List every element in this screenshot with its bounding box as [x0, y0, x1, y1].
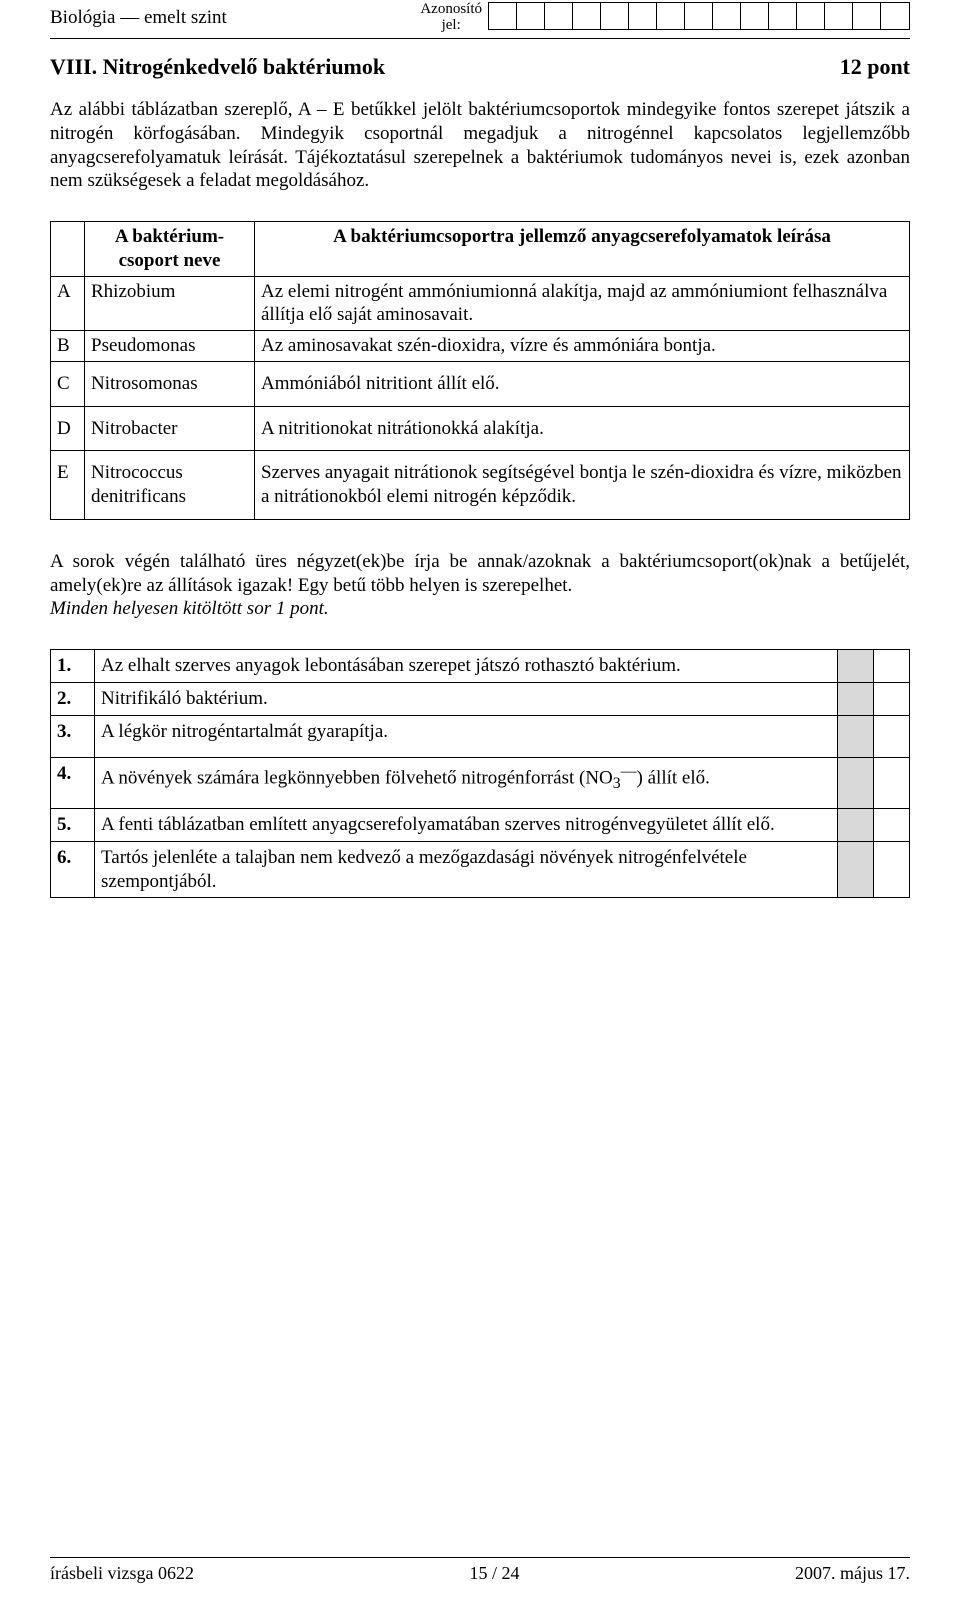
id-cell[interactable]: [825, 3, 853, 29]
answer-row: 3.A légkör nitrogéntartalmát gyarapítja.: [51, 715, 910, 758]
task-points: 12 pont: [840, 53, 910, 81]
table-row: BPseudomonasAz aminosavakat szén-dioxidr…: [51, 331, 910, 362]
row-name: Nitrobacter: [85, 406, 255, 451]
table-row: ARhizobiumAz elemi nitrogént ammóniumion…: [51, 276, 910, 331]
th-name: A baktérium- csoport neve: [85, 222, 255, 277]
id-cell[interactable]: [545, 3, 573, 29]
header-rule: [50, 38, 910, 39]
task-title: VIII. Nitrogénkedvelő baktériumok: [50, 53, 385, 81]
id-cell[interactable]: [769, 3, 797, 29]
footer-left: írásbeli vizsga 0622: [50, 1562, 194, 1585]
answer-text: A növények számára legkönnyebben fölvehe…: [95, 758, 838, 809]
id-cell[interactable]: [685, 3, 713, 29]
th-blank: [51, 222, 85, 277]
id-block: Azonosító jel:: [420, 2, 910, 34]
page-header: Biológia — emelt szint Azonosító jel:: [50, 6, 910, 34]
bacteria-table: A baktérium- csoport neve A baktériumcso…: [50, 221, 910, 520]
instructions-paragraph: A sorok végén található üres négyzet(ek)…: [50, 550, 910, 621]
answer-box[interactable]: [874, 758, 910, 809]
answer-box[interactable]: [874, 841, 910, 898]
answer-text: Tartós jelenléte a talajban nem kedvező …: [95, 841, 838, 898]
answer-box[interactable]: [838, 650, 874, 683]
answer-box[interactable]: [838, 841, 874, 898]
answer-box[interactable]: [874, 650, 910, 683]
id-cell[interactable]: [797, 3, 825, 29]
id-cell[interactable]: [657, 3, 685, 29]
subject-label: Biológia — emelt szint: [50, 6, 227, 30]
id-cell[interactable]: [713, 3, 741, 29]
row-desc: Ammóniából nitritiont állít elő.: [255, 361, 910, 406]
answer-number: 1.: [51, 650, 95, 683]
answer-box[interactable]: [874, 809, 910, 842]
row-desc: Az aminosavakat szén-dioxidra, vízre és …: [255, 331, 910, 362]
id-cell[interactable]: [629, 3, 657, 29]
answer-box[interactable]: [838, 809, 874, 842]
id-cell[interactable]: [489, 3, 517, 29]
table-header-row: A baktérium- csoport neve A baktériumcso…: [51, 222, 910, 277]
id-cell[interactable]: [881, 3, 909, 29]
answer-box[interactable]: [838, 682, 874, 715]
row-name: Nitrococcus denitrificans: [85, 451, 255, 520]
answer-number: 4.: [51, 758, 95, 809]
row-name: Rhizobium: [85, 276, 255, 331]
answer-text: Nitrifikáló baktérium.: [95, 682, 838, 715]
answer-text: A fenti táblázatban említett anyagcseref…: [95, 809, 838, 842]
answer-box[interactable]: [838, 758, 874, 809]
footer-right: 2007. május 17.: [795, 1562, 910, 1585]
answer-row: 6.Tartós jelenléte a talajban nem kedvez…: [51, 841, 910, 898]
table-row: DNitrobacterA nitritionokat nitrátionokk…: [51, 406, 910, 451]
row-name: Pseudomonas: [85, 331, 255, 362]
intro-paragraph: Az alábbi táblázatban szereplő, A – E be…: [50, 98, 910, 193]
id-label: Azonosító jel:: [420, 2, 482, 34]
row-name: Nitrosomonas: [85, 361, 255, 406]
answer-row: 4.A növények számára legkönnyebben fölve…: [51, 758, 910, 809]
id-grid[interactable]: [488, 2, 910, 30]
table-row: CNitrosomonasAmmóniából nitritiont állít…: [51, 361, 910, 406]
id-cell[interactable]: [517, 3, 545, 29]
row-desc: Az elemi nitrogént ammóniumionná alakítj…: [255, 276, 910, 331]
answer-row: 2.Nitrifikáló baktérium.: [51, 682, 910, 715]
answer-box[interactable]: [874, 682, 910, 715]
answer-box[interactable]: [838, 715, 874, 758]
answer-number: 6.: [51, 841, 95, 898]
id-cell[interactable]: [741, 3, 769, 29]
answer-number: 3.: [51, 715, 95, 758]
answer-text: Az elhalt szerves anyagok lebontásában s…: [95, 650, 838, 683]
id-cell[interactable]: [601, 3, 629, 29]
row-letter: C: [51, 361, 85, 406]
row-letter: E: [51, 451, 85, 520]
table-row: ENitrococcus denitrificansSzerves anyaga…: [51, 451, 910, 520]
answer-row: 1.Az elhalt szerves anyagok lebontásában…: [51, 650, 910, 683]
answer-number: 5.: [51, 809, 95, 842]
answer-number: 2.: [51, 682, 95, 715]
footer-center: 15 / 24: [469, 1562, 519, 1585]
row-desc: A nitritionokat nitrátionokká alakítja.: [255, 406, 910, 451]
page-footer: írásbeli vizsga 0622 15 / 24 2007. május…: [50, 1557, 910, 1585]
id-cell[interactable]: [853, 3, 881, 29]
answer-box[interactable]: [874, 715, 910, 758]
th-desc: A baktériumcsoportra jellemző anyagcsere…: [255, 222, 910, 277]
task-title-row: VIII. Nitrogénkedvelő baktériumok 12 pon…: [50, 53, 910, 81]
answer-row: 5.A fenti táblázatban említett anyagcser…: [51, 809, 910, 842]
row-desc: Szerves anyagait nitrátionok segítségéve…: [255, 451, 910, 520]
answer-table: 1.Az elhalt szerves anyagok lebontásában…: [50, 649, 910, 898]
id-cell[interactable]: [573, 3, 601, 29]
answer-text: A légkör nitrogéntartalmát gyarapítja.: [95, 715, 838, 758]
row-letter: A: [51, 276, 85, 331]
row-letter: B: [51, 331, 85, 362]
row-letter: D: [51, 406, 85, 451]
instructions-text: A sorok végén található üres négyzet(ek)…: [50, 551, 910, 596]
instructions-italic: Minden helyesen kitöltött sor 1 pont.: [50, 598, 329, 619]
